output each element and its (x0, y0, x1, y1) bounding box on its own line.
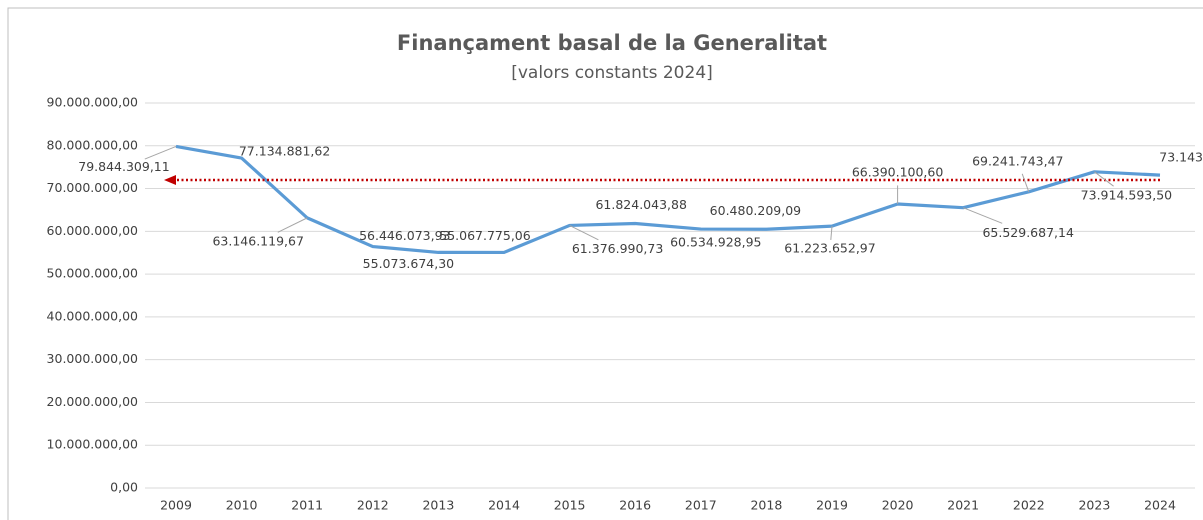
reference-arrow (164, 175, 176, 185)
data-label: 55.073.674,30 (363, 256, 454, 271)
leader-line (277, 217, 308, 233)
data-line (175, 144, 1161, 255)
y-tick-label: 40.000.000,00 (47, 308, 138, 323)
x-tick-label: 2023 (1078, 498, 1110, 513)
data-label: 66.390.100,60 (852, 164, 943, 179)
data-label: 55.067.775,06 (439, 228, 530, 243)
data-label: 79.844.309,11 (78, 159, 169, 174)
data-label: 60.534.928,95 (670, 235, 761, 250)
x-tick-label: 2019 (816, 498, 848, 513)
y-tick-label: 30.000.000,00 (47, 351, 138, 366)
y-tick-label: 90.000.000,00 (47, 95, 138, 110)
leader-line (1094, 171, 1114, 187)
data-label: 56.446.073,93 (359, 228, 450, 243)
data-label: 65.529.687,14 (982, 225, 1073, 240)
x-tick-label: 2021 (947, 498, 979, 513)
chart-frame (7, 7, 1203, 520)
chart-title: Finançament basal de la Generalitat (397, 31, 827, 55)
x-tick-label: 2010 (226, 498, 258, 513)
data-label: 69.241.743,47 (972, 153, 1063, 168)
leader-line (830, 226, 833, 240)
x-tick-label: 2013 (422, 498, 454, 513)
data-label: 61.824.043,88 (595, 197, 686, 212)
x-tick-label: 2016 (619, 498, 651, 513)
leader-line (963, 207, 1003, 224)
x-tick-label: 2009 (160, 498, 192, 513)
y-tick-label: 20.000.000,00 (47, 394, 138, 409)
leader-line (144, 145, 177, 160)
y-tick-label: 50.000.000,00 (47, 266, 138, 281)
y-tick-label: 10.000.000,00 (47, 437, 138, 452)
y-tick-label: 0,00 (110, 480, 138, 495)
x-tick-label: 2017 (685, 498, 717, 513)
data-label: 77.134.881,62 (239, 144, 330, 159)
x-tick-label: 2012 (357, 498, 389, 513)
y-tick-label: 80.000.000,00 (47, 137, 138, 152)
data-label: 73.914.593,50 (1081, 187, 1172, 202)
x-tick-label: 2018 (750, 498, 782, 513)
x-tick-label: 2015 (554, 498, 586, 513)
x-tick-label: 2014 (488, 498, 520, 513)
data-label: 73.143.878,05 (1159, 150, 1203, 165)
leader-line (569, 224, 599, 241)
data-label: 63.146.119,67 (212, 233, 303, 248)
y-tick-label: 70.000.000,00 (47, 180, 138, 195)
data-label: 61.223.652,97 (784, 241, 875, 256)
x-tick-label: 2024 (1144, 498, 1176, 513)
x-tick-label: 2022 (1013, 498, 1045, 513)
y-tick-label: 60.000.000,00 (47, 223, 138, 238)
chart-subtitle: [valors constants 2024] (511, 63, 713, 83)
data-label: 61.376.990,73 (572, 241, 663, 256)
x-tick-label: 2020 (882, 498, 914, 513)
leader-line (1021, 173, 1030, 192)
data-label: 60.480.209,09 (710, 203, 801, 218)
x-tick-label: 2011 (291, 498, 323, 513)
